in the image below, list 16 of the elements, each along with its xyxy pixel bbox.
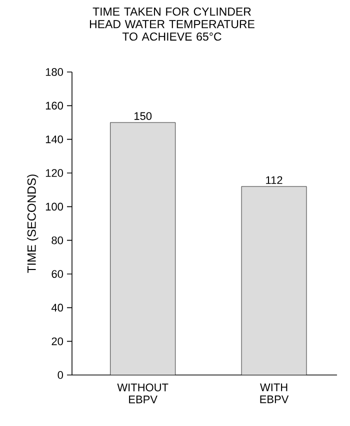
y-axis-title: TIME (SECONDS) <box>27 174 38 273</box>
data-label: 112 <box>266 176 282 184</box>
data-label: 150 <box>134 112 152 120</box>
y-tick-label: 40 <box>51 304 64 312</box>
y-tick-label: 120 <box>46 169 64 177</box>
chart-title: TIME TAKEN FOR CYLINDER HEAD WATER TEMPERATURE TO ACHIEVE 65°C <box>90 8 254 41</box>
y-tick-label: 80 <box>52 236 64 244</box>
x-tick-label: WITH EBPV <box>260 384 289 404</box>
y-tick-label: 60 <box>52 270 64 278</box>
y-tick-label: 140 <box>46 135 64 144</box>
y-tick-label: 20 <box>52 337 64 346</box>
y-tick-label: 160 <box>46 102 64 110</box>
y-tick-label: 100 <box>46 202 64 211</box>
x-tick-label: WITHOUT EBPV <box>117 384 168 404</box>
y-tick-label: 0 <box>58 371 64 379</box>
y-tick-label: 180 <box>46 68 64 76</box>
